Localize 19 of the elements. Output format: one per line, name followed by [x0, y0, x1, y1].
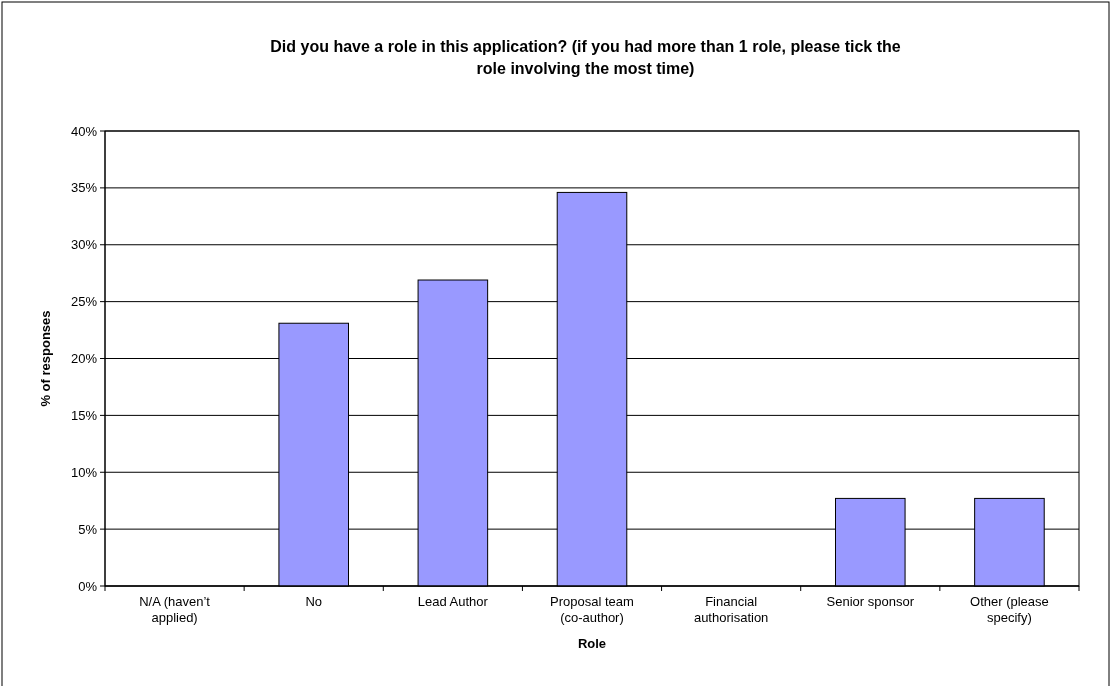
- x-tick-label: Senior sponsor: [826, 594, 915, 609]
- x-tick-label: N/A (haven’t applied): [139, 594, 211, 625]
- y-tick-label: 5%: [78, 521, 98, 537]
- x-tick-label: Financial authorisation: [693, 594, 769, 625]
- x-tick-label: No: [305, 594, 323, 609]
- y-tick-label: 25%: [70, 294, 98, 310]
- chart-title: Did you have a role in this application? (if you had more than 1 role, please tick the role involving the most time): [270, 38, 901, 77]
- y-tick-label: 15%: [70, 407, 98, 423]
- y-tick-label: 20%: [70, 351, 98, 367]
- x-tick-label: Proposal team (co-author): [550, 594, 634, 625]
- y-tick-label: 0%: [78, 578, 98, 594]
- y-tick-label: 30%: [70, 237, 98, 253]
- x-axis-title: Role: [577, 636, 607, 651]
- y-axis-title: % of responses: [38, 310, 53, 407]
- y-tick-label: 10%: [70, 464, 98, 480]
- y-tick-label: 40%: [70, 123, 98, 139]
- y-tick-label: 35%: [70, 180, 98, 196]
- x-tick-label: Other (please specify): [970, 594, 1049, 625]
- x-tick-label: Lead Author: [417, 594, 489, 609]
